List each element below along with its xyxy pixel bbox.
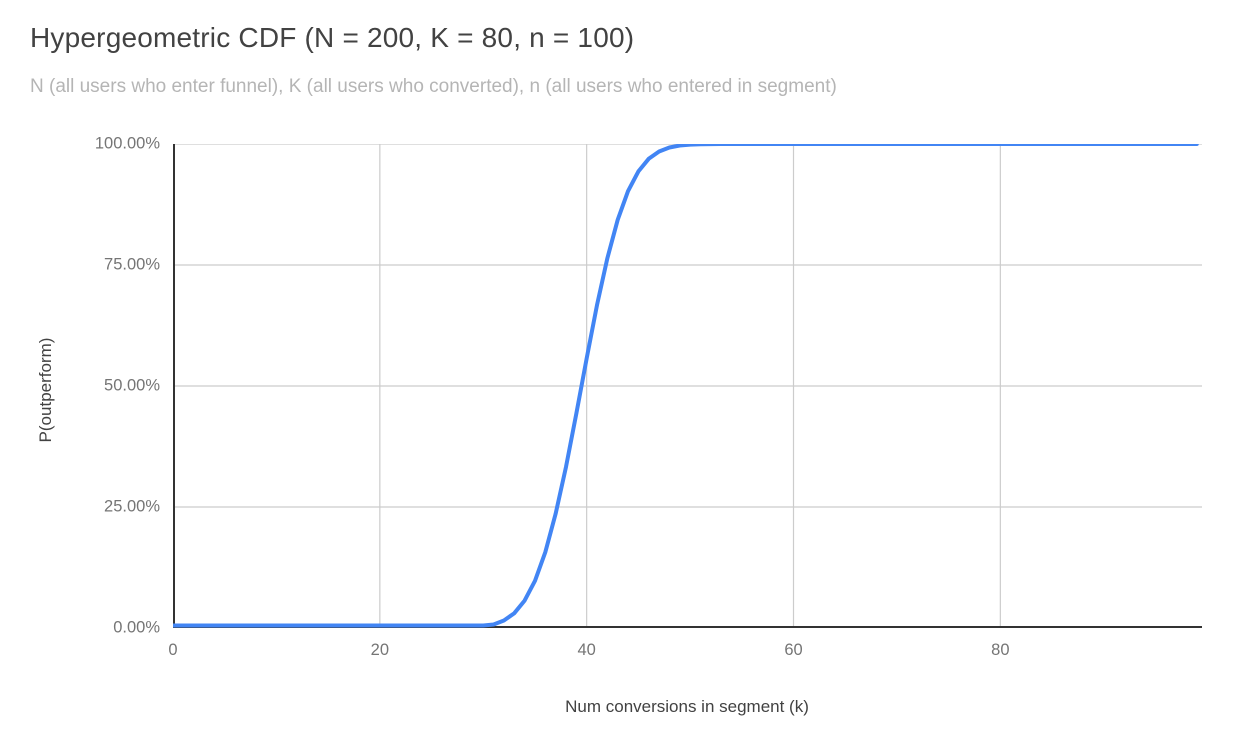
x-tick-label: 40 [577, 641, 596, 659]
y-tick-label: 75.00% [104, 255, 160, 274]
x-tick-label: 20 [370, 641, 390, 659]
y-tick-label: 100.00% [94, 134, 160, 153]
chart-subtitle: N (all users who enter funnel), K (all u… [30, 76, 837, 97]
y-tick-label: 50.00% [104, 376, 160, 395]
cdf-line-series [173, 144, 1199, 628]
x-tick-label: 80 [991, 641, 1010, 659]
y-tick-label: 25.00% [104, 497, 160, 516]
plot-area [173, 144, 1202, 628]
chart-title: Hypergeometric CDF (N = 200, K = 80, n =… [30, 22, 635, 53]
x-axis-title: Num conversions in segment (k) [565, 697, 809, 716]
x-tick-label: 0 [168, 641, 178, 659]
x-tick-label: 60 [784, 641, 803, 659]
y-tick-label: 0.00% [113, 618, 160, 637]
